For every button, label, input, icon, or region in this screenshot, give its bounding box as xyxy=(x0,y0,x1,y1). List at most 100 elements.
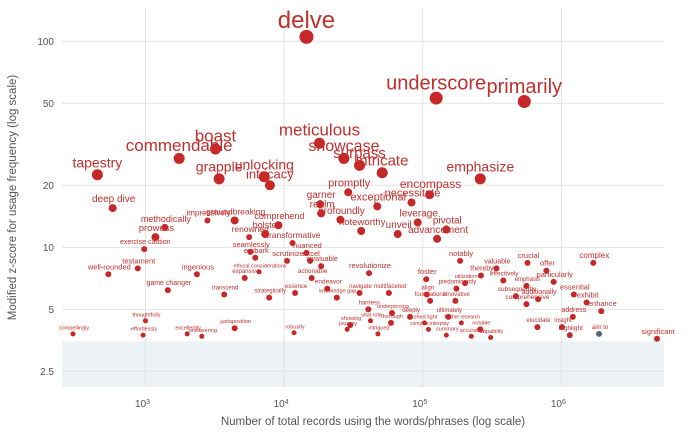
data-label: foster xyxy=(418,267,437,276)
data-label: capability xyxy=(480,329,503,335)
data-point xyxy=(324,285,331,292)
data-label: underscore xyxy=(386,73,486,95)
data-point xyxy=(264,180,275,191)
data-point xyxy=(108,204,117,213)
data-point xyxy=(317,209,326,218)
data-label: comprehend xyxy=(254,211,304,221)
data-label: address xyxy=(561,307,586,314)
data-point xyxy=(474,173,486,185)
x-tick-label: 106 xyxy=(551,399,566,411)
data-point xyxy=(373,202,382,211)
data-label: strategically xyxy=(254,289,286,295)
data-point xyxy=(443,332,449,338)
data-label: robustly xyxy=(285,324,305,330)
data-point xyxy=(266,294,273,301)
data-label: prowess xyxy=(139,223,175,234)
data-point xyxy=(488,335,494,341)
data-point xyxy=(134,265,141,272)
data-point xyxy=(445,313,452,320)
data-point xyxy=(318,263,325,270)
data-label: excellently xyxy=(175,325,201,331)
data-label: effectively xyxy=(490,271,520,278)
data-point xyxy=(105,271,112,278)
data-point xyxy=(209,143,221,155)
x-tick-label: 103 xyxy=(135,399,150,411)
data-point xyxy=(385,290,392,297)
data-point xyxy=(524,259,531,266)
data-point xyxy=(500,277,507,284)
data-point xyxy=(493,265,500,272)
data-label: compellingly xyxy=(59,325,90,331)
data-label: invaluable xyxy=(306,256,338,263)
data-point xyxy=(376,167,388,179)
data-point xyxy=(590,259,597,266)
data-point xyxy=(199,333,205,339)
data-label: delve xyxy=(278,7,335,34)
data-point xyxy=(366,270,373,277)
data-label: essential xyxy=(560,283,590,292)
data-point xyxy=(274,221,283,230)
data-label: nuanced xyxy=(293,241,322,250)
data-label: deep dive xyxy=(92,194,136,205)
data-point xyxy=(256,269,262,275)
data-point xyxy=(407,313,414,320)
data-label: unwavering xyxy=(189,328,217,334)
data-point xyxy=(375,331,381,337)
data-point xyxy=(151,233,160,242)
shaded-low-band xyxy=(62,341,664,387)
data-label: groundbreaking xyxy=(206,206,265,216)
data-point xyxy=(230,216,239,225)
data-point xyxy=(291,330,297,336)
data-label: ethical considerations xyxy=(234,263,287,269)
data-point xyxy=(336,215,345,224)
x-tick-label: 104 xyxy=(274,399,289,411)
data-label: actionable xyxy=(298,268,328,275)
data-point xyxy=(425,326,431,332)
data-label: particularly xyxy=(537,270,574,279)
data-point xyxy=(70,331,76,337)
x-tick-label: 105 xyxy=(412,399,427,411)
data-point xyxy=(422,320,428,326)
data-label: significant xyxy=(641,327,675,336)
data-label: showing xyxy=(341,316,361,322)
data-point xyxy=(423,291,430,298)
x-axis-title: Number of total records using the words/… xyxy=(221,416,525,428)
data-label: effortlessly xyxy=(131,327,157,333)
data-point xyxy=(292,290,299,297)
data-label: valuable xyxy=(484,258,510,265)
gridlines xyxy=(62,8,664,387)
data-point xyxy=(91,169,103,181)
data-point xyxy=(204,217,211,224)
data-label: crucial xyxy=(518,251,540,260)
data-point xyxy=(333,294,340,301)
data-label: ingenious xyxy=(182,262,214,271)
data-label: harness xyxy=(359,300,380,306)
data-point xyxy=(457,257,464,264)
data-point xyxy=(523,301,530,308)
data-point xyxy=(425,190,435,200)
data-label: endeavor xyxy=(315,279,343,286)
data-label: pivotal xyxy=(433,216,462,227)
data-label: bolster xyxy=(253,220,280,230)
data-point xyxy=(569,313,576,320)
data-point xyxy=(512,293,519,300)
data-point xyxy=(598,308,605,315)
data-label: juxtaposition xyxy=(219,319,251,325)
data-point xyxy=(313,137,325,149)
x-tick-exponent: 5 xyxy=(423,399,427,406)
y-tick-label: 10 xyxy=(43,243,55,254)
data-label: exercise caution xyxy=(120,239,171,246)
y-tick-label: 100 xyxy=(37,37,54,48)
data-label: innovative xyxy=(443,292,471,298)
data-point xyxy=(284,257,291,264)
data-point xyxy=(393,230,402,239)
data-label: align xyxy=(421,286,434,292)
data-point xyxy=(246,234,253,241)
data-label: emphasis xyxy=(515,277,541,283)
data-label: primarily xyxy=(486,76,562,98)
data-label: deeply xyxy=(402,308,420,314)
data-point xyxy=(543,267,550,274)
data-point xyxy=(338,152,350,164)
